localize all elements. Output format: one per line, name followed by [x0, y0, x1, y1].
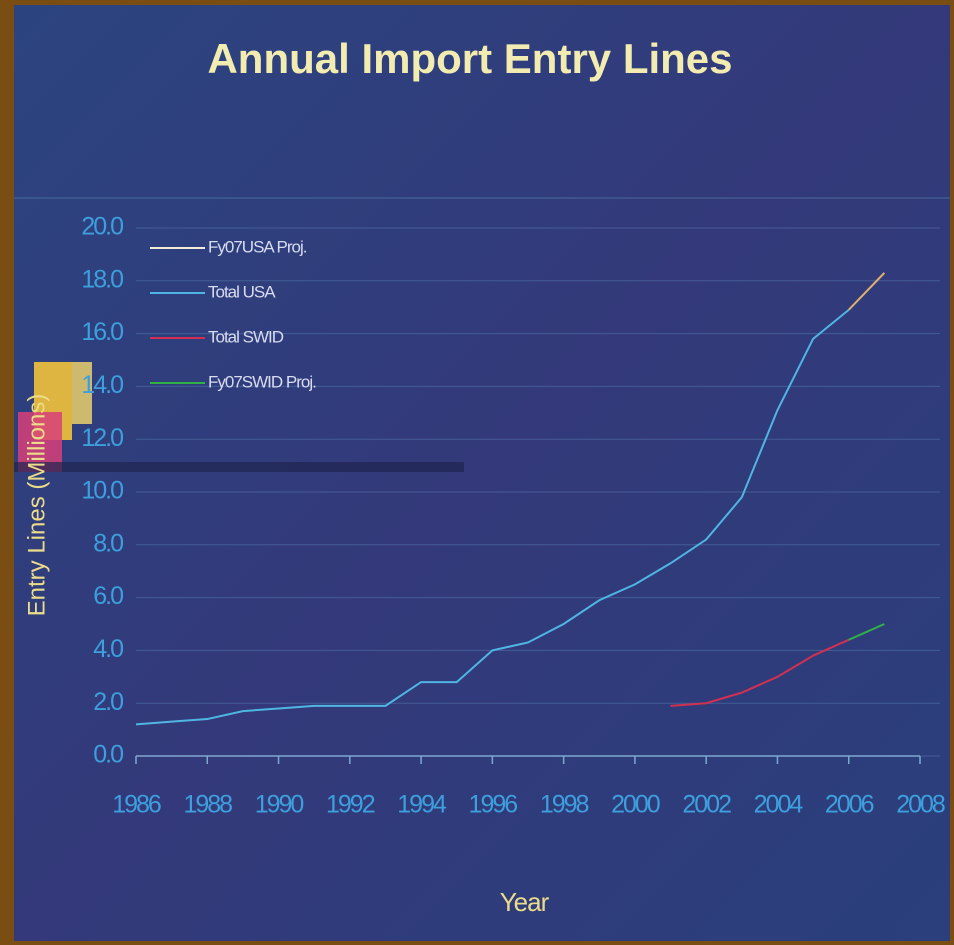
x-tick-label: 1988 — [183, 791, 232, 819]
data-line — [848, 272, 886, 311]
y-tick-label: 20.0 — [81, 213, 123, 241]
chart-title: Annual Import Entry Lines — [207, 35, 732, 82]
legend-label: Fy07SWID Proj. — [208, 372, 316, 391]
data-line — [848, 623, 885, 641]
decor-bar — [14, 462, 464, 472]
x-tick-label: 1992 — [326, 791, 375, 819]
x-tick-label: 1996 — [469, 791, 518, 819]
legend-label: Fy07USA Proj. — [208, 237, 307, 256]
y-tick-label: 6.0 — [93, 582, 123, 610]
y-tick-label: 18.0 — [81, 265, 123, 293]
y-tick-label: 10.0 — [81, 477, 123, 505]
x-tick-label: 2008 — [896, 791, 945, 819]
y-axis-label: Entry Lines (Millions) — [23, 394, 50, 617]
data-line — [135, 309, 850, 726]
x-tick-label: 1994 — [397, 791, 447, 819]
x-tick-label: 2006 — [825, 791, 874, 819]
x-tick-label: 2000 — [611, 791, 660, 819]
x-tick-label: 2004 — [754, 791, 804, 819]
legend-label: Total USA — [208, 282, 276, 301]
slide-background — [14, 5, 950, 941]
x-tick-label: 2002 — [682, 791, 731, 819]
y-tick-label: 4.0 — [93, 635, 123, 663]
y-tick-label: 16.0 — [81, 318, 123, 346]
y-tick-label: 8.0 — [93, 529, 123, 557]
x-tick-label: 1990 — [255, 791, 304, 819]
y-tick-label: 2.0 — [93, 688, 123, 716]
x-tick-label: 1998 — [540, 791, 589, 819]
y-tick-label: 0.0 — [93, 741, 123, 769]
x-axis-label: Year — [500, 887, 550, 917]
decor-square — [72, 362, 92, 424]
y-tick-label: 14.0 — [81, 371, 123, 399]
y-tick-label: 12.0 — [81, 424, 123, 452]
x-tick-label: 1986 — [112, 791, 161, 819]
legend-label: Total SWID — [208, 327, 284, 346]
data-line — [670, 638, 850, 707]
